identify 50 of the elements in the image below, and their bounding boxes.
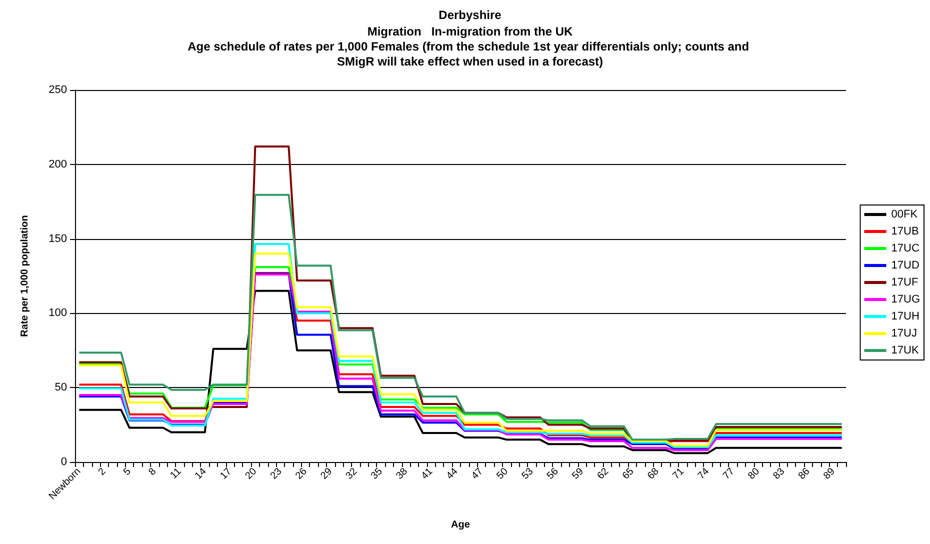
x-tick-label: 77 [721,466,738,482]
y-tick-label: 50 [54,382,67,394]
y-tick-label: 100 [48,307,67,320]
x-tick-label: 89 [822,466,838,482]
y-tick-label: 250 [48,84,67,96]
x-tick-label: 32 [344,466,360,482]
x-tick-label: 17 [218,466,234,482]
x-tick-label: 74 [696,466,712,482]
x-tick-label: 44 [444,466,461,482]
x-tick-label: 65 [620,466,636,482]
y-tick-label: 0 [60,456,67,468]
x-tick-label: 80 [746,466,762,482]
x-tick-label: 50 [494,466,511,482]
x-tick-label: 86 [796,466,812,482]
x-tick-label: 8 [146,466,159,478]
x-tick-label: 47 [470,466,486,482]
x-tick-label: 23 [268,466,285,482]
x-tick-label: 59 [570,466,586,482]
x-tick-label: 71 [670,466,687,482]
chart-title: Derbyshire [438,8,502,22]
x-tick-label: 14 [193,466,210,482]
x-tick-label: 38 [394,466,410,482]
x-tick-label: 83 [771,466,788,482]
legend-label: 17UJ [891,328,917,340]
legend-label: 17UC [891,242,920,254]
legend-label: 17UD [891,260,920,272]
x-tick-label: 41 [419,466,436,482]
x-tick-label: 62 [595,466,612,482]
x-tick-label: 11 [168,466,184,482]
y-axis-title: Rate per 1,000 population [20,215,30,337]
x-axis-title: Age [451,520,470,530]
x-tick-label: 35 [369,466,386,482]
legend-label: 17UF [891,276,918,288]
x-tick-label: 20 [243,466,260,482]
legend-label: 17UH [891,310,920,322]
x-tick-label: 5 [122,466,134,478]
y-tick-label: 200 [48,158,67,170]
x-tick-label: 53 [520,466,536,482]
legend-label: 17UG [891,294,920,306]
x-tick-label: 29 [318,466,335,482]
legend-label: 17UK [891,344,920,356]
line-series [78,194,843,441]
chart-subtitle: Migration In-migration from the UK Age schedule of rates per 1,000 Females (from the schedule 1st year differentials only; counts and SMigR will take effect when used in a forecast) [188,24,752,68]
x-tick-label: 68 [646,466,662,482]
x-tick-label: 2 [96,466,109,478]
legend-label: 00FK [891,208,918,220]
x-tick-label: 56 [545,466,562,482]
legend-label: 17UB [891,226,919,238]
y-tick-label: 150 [48,232,67,245]
x-tick-label: 26 [294,466,310,482]
